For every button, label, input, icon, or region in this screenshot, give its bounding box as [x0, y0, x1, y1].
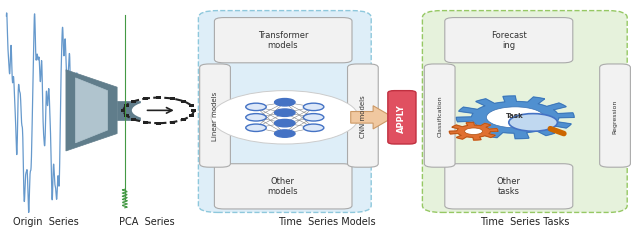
Text: Regression: Regression [612, 99, 618, 133]
Circle shape [303, 125, 324, 132]
FancyBboxPatch shape [156, 97, 161, 100]
Circle shape [275, 109, 295, 117]
FancyBboxPatch shape [388, 91, 416, 144]
Circle shape [246, 125, 266, 132]
Polygon shape [351, 106, 389, 129]
Circle shape [486, 107, 544, 128]
FancyBboxPatch shape [181, 119, 186, 121]
Polygon shape [456, 97, 574, 139]
FancyBboxPatch shape [189, 114, 194, 117]
FancyBboxPatch shape [131, 100, 136, 103]
FancyBboxPatch shape [189, 105, 194, 107]
FancyBboxPatch shape [198, 12, 371, 213]
Circle shape [509, 114, 557, 132]
FancyBboxPatch shape [191, 109, 196, 112]
Polygon shape [76, 79, 108, 143]
Polygon shape [66, 70, 117, 151]
Text: Transformer
models: Transformer models [258, 31, 308, 50]
Circle shape [275, 130, 295, 138]
FancyBboxPatch shape [445, 18, 573, 64]
FancyBboxPatch shape [348, 65, 378, 167]
FancyBboxPatch shape [600, 65, 630, 167]
Text: Classification: Classification [437, 95, 442, 137]
Circle shape [132, 101, 186, 121]
Circle shape [275, 120, 295, 127]
FancyBboxPatch shape [170, 121, 175, 124]
Polygon shape [449, 123, 498, 140]
Text: Forecast
ing: Forecast ing [491, 31, 527, 50]
FancyBboxPatch shape [445, 164, 573, 209]
Text: CNN models: CNN models [360, 95, 366, 137]
Text: Origin  Series: Origin Series [13, 216, 79, 226]
FancyBboxPatch shape [124, 105, 129, 107]
Text: Time  Series Models: Time Series Models [278, 216, 375, 226]
Circle shape [303, 114, 324, 122]
Text: APPLY: APPLY [397, 103, 406, 132]
Text: Other
tasks: Other tasks [497, 176, 521, 196]
FancyBboxPatch shape [143, 121, 148, 124]
FancyBboxPatch shape [181, 100, 186, 103]
Circle shape [303, 104, 324, 111]
FancyBboxPatch shape [214, 18, 352, 64]
FancyBboxPatch shape [143, 98, 148, 100]
FancyBboxPatch shape [131, 119, 136, 121]
Text: Task: Task [506, 113, 524, 119]
Polygon shape [117, 102, 140, 120]
FancyBboxPatch shape [200, 65, 230, 167]
Text: Time  Series Tasks: Time Series Tasks [480, 216, 570, 226]
FancyBboxPatch shape [424, 65, 455, 167]
FancyBboxPatch shape [214, 164, 352, 209]
Text: PCA  Series: PCA Series [120, 216, 175, 226]
Circle shape [211, 91, 358, 144]
Text: Other
models: Other models [268, 176, 298, 196]
FancyBboxPatch shape [170, 98, 175, 100]
FancyBboxPatch shape [156, 122, 161, 125]
FancyBboxPatch shape [124, 114, 129, 117]
Text: Linear models: Linear models [212, 91, 218, 140]
FancyBboxPatch shape [121, 109, 126, 112]
Circle shape [246, 114, 266, 122]
Circle shape [465, 128, 483, 135]
Circle shape [246, 104, 266, 111]
FancyBboxPatch shape [422, 12, 627, 213]
Circle shape [275, 99, 295, 106]
